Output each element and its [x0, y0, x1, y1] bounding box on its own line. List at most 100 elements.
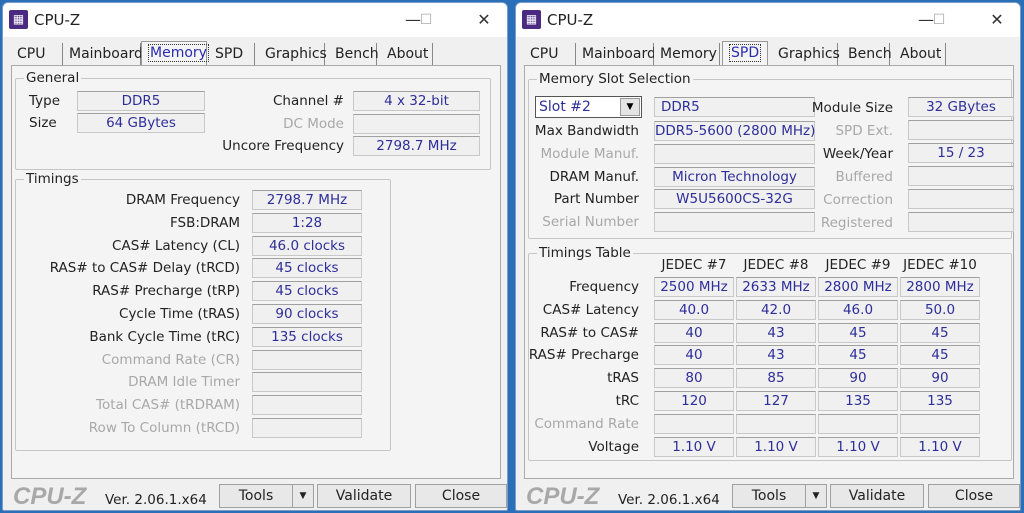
field-bank-cycle-time-trc: 135 clocks — [252, 326, 362, 347]
cell-ras-to-cas-9: 45 — [818, 322, 898, 343]
tab-spd[interactable]: SPD — [722, 41, 768, 65]
tools-dropdown-button[interactable]: ▼ — [805, 484, 827, 508]
field-total-cas-trdram — [252, 395, 362, 416]
tab-cpu[interactable]: CPU — [524, 43, 576, 65]
label-type: Type — [29, 93, 61, 109]
tools-button[interactable]: Tools — [732, 484, 806, 508]
field-correction — [908, 189, 1014, 209]
tab-cpu[interactable]: CPU — [11, 43, 63, 65]
tab-label: Mainboard — [582, 46, 656, 62]
validate-button[interactable]: Validate — [830, 484, 924, 508]
cell-command-rate-9 — [818, 413, 898, 434]
field-row-to-column-trcd — [252, 418, 362, 438]
tab-bench[interactable]: Bench — [329, 43, 379, 65]
label-uncore-frequency: Uncore Frequency — [222, 138, 344, 154]
label-dram-frequency: DRAM Frequency — [125, 192, 240, 208]
chevron-down-icon[interactable]: ▼ — [620, 98, 640, 116]
maximize-button[interactable]: ☐ — [419, 12, 433, 28]
tab-mainboard[interactable]: Mainboard — [63, 43, 143, 65]
field-registered — [908, 212, 1014, 232]
timings-table-group: Timings Table JEDEC #7 JEDEC #8 JEDEC #9 JED… — [528, 245, 1012, 461]
label-serial-number: Serial Number — [542, 214, 639, 231]
field-module-manuf — [654, 143, 815, 164]
tab-label: CPU — [17, 46, 46, 62]
field-max-bandwidth: DDR5-5600 (2800 MHz) — [654, 121, 816, 141]
cell-trc-8: 127 — [736, 391, 816, 411]
field-cas-latency-cl: 46.0 clocks — [252, 235, 362, 256]
timings-group-title: Timings — [24, 171, 81, 187]
timings-group: Timings DRAM Frequency 2798.7 MHz FSB:DRAM 1… — [15, 171, 391, 451]
tab-graphics[interactable]: Graphics — [772, 43, 840, 65]
close-window-button[interactable]: ✕ — [477, 10, 491, 29]
label-dram-manuf: DRAM Manuf. — [549, 168, 640, 185]
field-uncore-frequency: 2798.7 MHz — [353, 136, 480, 156]
tab-memory[interactable]: Memory — [654, 43, 720, 65]
label-ras-to-cas: RAS# to CAS# — [540, 324, 639, 341]
label-frequency: Frequency — [569, 279, 639, 295]
slot-select[interactable]: Slot #2 ▼ — [535, 96, 642, 118]
column-header-jedec-8: JEDEC #8 — [743, 257, 809, 273]
cell-frequency-10: 2800 MHz — [900, 277, 980, 297]
field-dram-manuf: Micron Technology — [654, 166, 815, 187]
tab-about[interactable]: About — [381, 43, 433, 65]
field-type: DDR5 — [77, 91, 205, 111]
slot-select-value: Slot #2 — [539, 99, 591, 115]
cell-ras-to-cas-10: 45 — [900, 322, 980, 343]
tab-bench[interactable]: Bench — [842, 43, 892, 65]
field-serial-number — [654, 212, 815, 233]
tools-button[interactable]: Tools — [219, 484, 293, 508]
tab-label: Mainboard — [69, 46, 143, 62]
column-header-jedec-10: JEDEC #10 — [903, 257, 977, 273]
label-max-bandwidth: Max Bandwidth — [534, 123, 639, 139]
cpuz-app-icon: ▦ — [9, 10, 28, 29]
label-command-rate-cr: Command Rate (CR) — [101, 351, 240, 368]
tools-dropdown-button[interactable]: ▼ — [292, 484, 314, 508]
validate-button[interactable]: Validate — [317, 484, 411, 508]
field-memory-type: DDR5 — [654, 97, 815, 117]
tab-graphics[interactable]: Graphics — [259, 43, 327, 65]
label-command-rate: Command Rate — [534, 415, 639, 432]
window-title: CPU-Z — [34, 11, 81, 29]
timings-table-title: Timings Table — [537, 245, 633, 261]
tab-label: Memory — [660, 46, 717, 62]
label-voltage: Voltage — [588, 438, 639, 455]
tab-label: SPD — [729, 44, 762, 62]
label-row-to-column-trcd: Row To Column (tRCD) — [88, 420, 240, 436]
label-total-cas-trdram: Total CAS# (tRDRAM) — [96, 397, 240, 414]
close-button[interactable]: Close — [928, 484, 1020, 508]
cell-ras-to-cas-8: 43 — [736, 322, 816, 343]
field-dc-mode — [353, 113, 480, 134]
field-cycle-time-tras: 90 clocks — [252, 304, 362, 324]
minimize-button[interactable]: — — [405, 10, 421, 29]
label-dram-idle-timer: DRAM Idle Timer — [128, 374, 240, 391]
tab-memory[interactable]: Memory — [141, 41, 209, 65]
cell-cas-latency-8: 42.0 — [736, 299, 816, 320]
label-module-size: Module Size — [811, 100, 893, 116]
tab-about[interactable]: About — [894, 43, 946, 65]
tab-label: CPU — [530, 46, 559, 62]
tab-label: SPD — [215, 46, 244, 62]
title-bar: ▦ CPU-Z — ☐ ✕ — [3, 3, 507, 37]
close-button[interactable]: Close — [415, 484, 507, 508]
label-ras-to-cas-delay-trcd: RAS# to CAS# Delay (tRCD) — [49, 260, 240, 277]
close-window-button[interactable]: ✕ — [990, 10, 1004, 29]
cell-frequency-9: 2800 MHz — [818, 277, 898, 297]
tab-mainboard[interactable]: Mainboard — [576, 43, 656, 65]
tab-label: Bench — [335, 46, 379, 62]
maximize-button[interactable]: ☐ — [932, 12, 946, 28]
label-ras-precharge-trp: RAS# Precharge (tRP) — [92, 283, 240, 300]
label-cas-latency-cl: CAS# Latency (CL) — [112, 237, 240, 254]
cell-voltage-10: 1.10 V — [900, 436, 980, 457]
tab-spd[interactable]: SPD — [209, 43, 255, 65]
cell-command-rate-7 — [654, 413, 734, 434]
minimize-button[interactable]: — — [918, 10, 934, 29]
tab-label: Bench — [848, 46, 892, 62]
cell-frequency-8: 2633 MHz — [736, 277, 816, 297]
cell-cas-latency-10: 50.0 — [900, 299, 980, 320]
cell-tras-7: 80 — [654, 368, 734, 389]
column-header-jedec-9: JEDEC #9 — [825, 257, 891, 273]
cpuz-window-memory: ▦ CPU-Z — ☐ ✕ CPU Mainboard Memory SPD Graphics Be… — [2, 2, 508, 511]
field-part-number: W5U5600CS-32G — [654, 189, 815, 210]
field-size: 64 GBytes — [77, 113, 205, 133]
label-trc: tRC — [615, 393, 639, 409]
